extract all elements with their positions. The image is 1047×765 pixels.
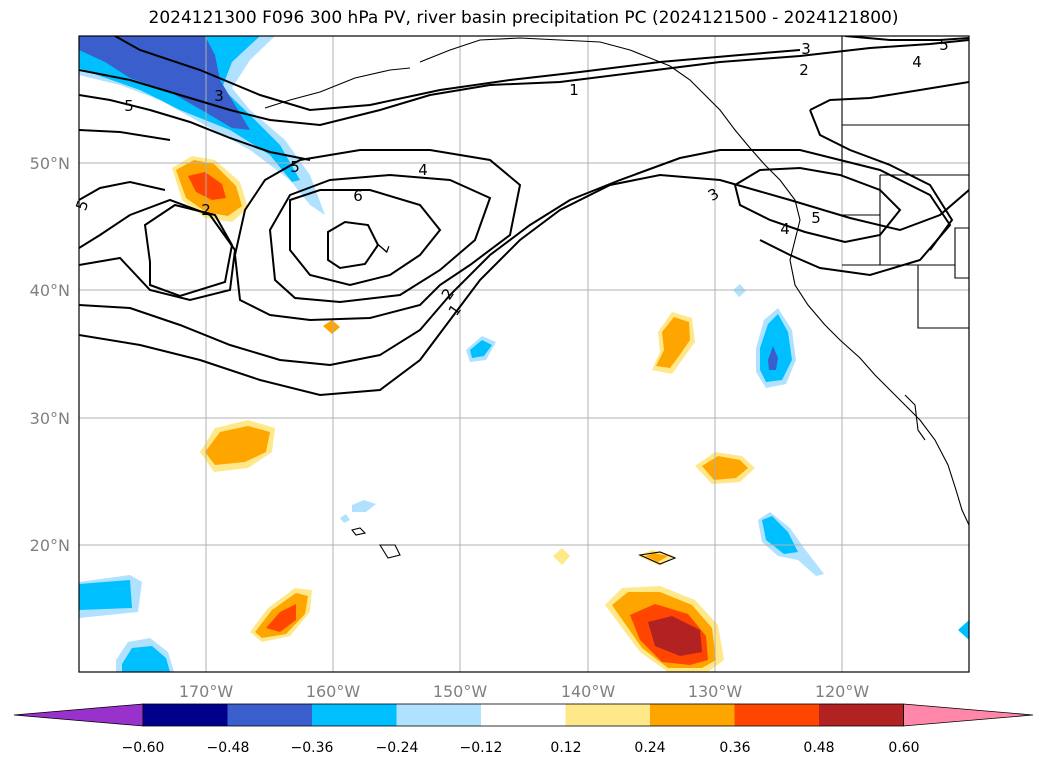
contour-label: 5 [939, 36, 949, 54]
colorbar-cell [650, 704, 735, 726]
plot-frame [78, 35, 970, 673]
contour-label: 4 [418, 161, 428, 179]
positive-blob-12n-core [648, 616, 702, 656]
contour-label: 5 [290, 158, 300, 176]
contour-label: 2 [201, 201, 211, 219]
contour-label: 3 [801, 40, 811, 58]
colorbar-cell [143, 704, 228, 726]
negative-blob-11n-core [122, 646, 170, 672]
positive-blob-27n-core [205, 426, 270, 465]
positive-speck-19n-a [553, 548, 570, 565]
contour-label: 4 [780, 220, 790, 238]
positive-blob-26n-core [702, 456, 748, 480]
positive-blob-48n-core [188, 172, 226, 200]
colorbar-cell [481, 704, 566, 726]
contour-label: 3 [705, 184, 722, 204]
colorbar-extend-low [13, 703, 144, 727]
coastlines [264, 36, 969, 565]
precip-shading [79, 36, 969, 672]
contour-label: 7 [373, 240, 393, 255]
colorbar-label: −0.36 [291, 740, 334, 756]
lon-tick-label: 120°W [815, 682, 870, 701]
colorbar-frame [142, 703, 904, 727]
lat-tick-label: 50°N [30, 154, 70, 173]
colorbar-label: 0.48 [803, 740, 834, 756]
lon-tick-label: 170°W [179, 682, 234, 701]
colorbar-label: −0.48 [207, 740, 250, 756]
positive-blob-36n-core [656, 317, 690, 368]
negative-blob-36n-mid [760, 314, 792, 382]
lon-tick-labels: 170°W 160°W 150°W 140°W 130°W 120°W [179, 682, 870, 701]
colorbar-cell [565, 704, 651, 726]
colorbar-label: 0.36 [719, 740, 750, 756]
lat-tick-label: 20°N [30, 536, 70, 555]
lat-tick-label: 40°N [30, 281, 70, 300]
colorbar-label: 0.60 [888, 740, 919, 756]
contour-label: 3 [214, 87, 224, 105]
negative-speck-edge [958, 620, 969, 640]
colorbar-label: −0.24 [376, 740, 419, 756]
colorbar-labels: −0.60 −0.48 −0.36 −0.24 −0.12 0.12 0.24 … [122, 740, 920, 756]
colorbar-label: −0.12 [460, 740, 503, 756]
colorbar: −0.60 −0.48 −0.36 −0.24 −0.12 0.12 0.24 … [13, 703, 1034, 756]
lon-tick-label: 150°W [433, 682, 488, 701]
contour-label: 4 [912, 53, 922, 71]
colorbar-cell [227, 704, 313, 726]
contour-label: 2 [438, 285, 458, 303]
colorbar-cell [396, 704, 482, 726]
contour-label: 1 [569, 81, 579, 99]
colorbar-cell [734, 704, 820, 726]
contour-label: 5 [124, 97, 134, 115]
negative-speck-22n [352, 500, 376, 512]
map-title: 2024121300 F096 300 hPa PV, river basin … [148, 8, 899, 28]
lon-tick-label: 160°W [306, 682, 361, 701]
contour-label: 5 [811, 209, 821, 227]
contour-label: 5 [72, 198, 92, 213]
contour-label: 2 [799, 61, 809, 79]
lat-tick-label: 30°N [30, 409, 70, 428]
lon-tick-label: 130°W [688, 682, 743, 701]
negative-blob-36n-core [768, 346, 778, 370]
negative-speck-35n-core [470, 340, 492, 358]
colorbar-cells [13, 703, 1034, 727]
contour-label: 6 [353, 187, 363, 205]
negative-blob-16n-core [79, 580, 132, 610]
negative-speck-22n-b [340, 514, 350, 523]
positive-blob-13n-core [266, 604, 296, 632]
colorbar-label: −0.60 [122, 740, 165, 756]
negative-band-core [79, 36, 250, 130]
colorbar-extend-high [903, 703, 1034, 727]
positive-speck [323, 320, 340, 334]
colorbar-label: 0.12 [550, 740, 581, 756]
lat-tick-labels: 50°N 40°N 30°N 20°N [30, 154, 70, 555]
positive-speck-19n-b-core [645, 553, 668, 562]
colorbar-label: 0.24 [634, 740, 665, 756]
colorbar-cell [312, 704, 397, 726]
lon-tick-label: 140°W [561, 682, 616, 701]
pv-contours [79, 36, 969, 397]
colorbar-cell [819, 704, 904, 726]
